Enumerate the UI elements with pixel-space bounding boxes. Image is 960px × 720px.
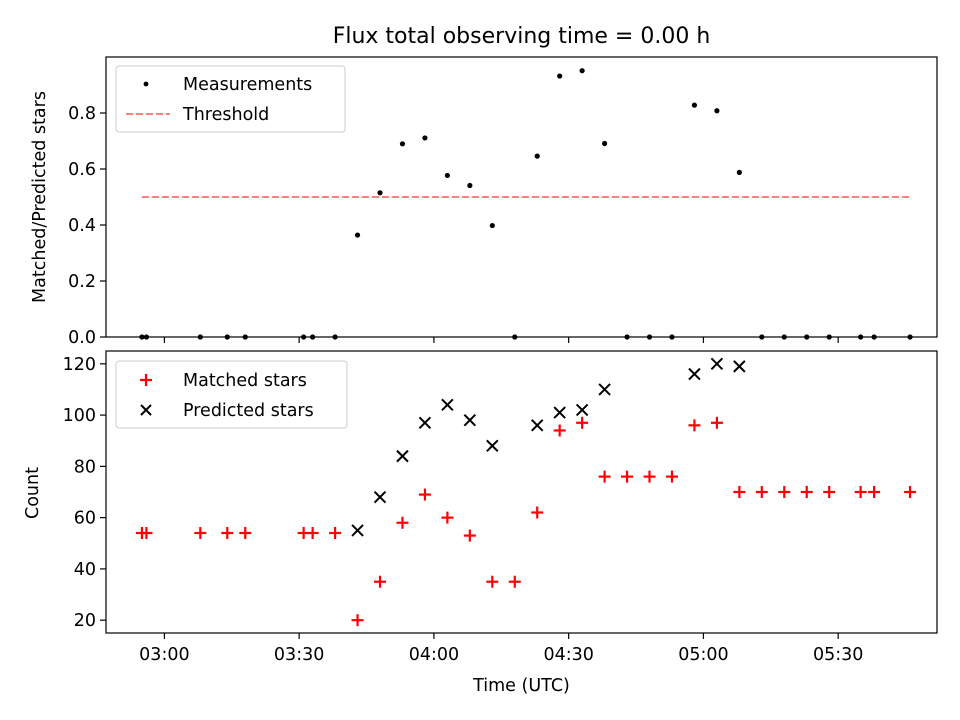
- measurement-point: [377, 190, 383, 196]
- predicted-stars-point: [575, 403, 589, 417]
- measurement-point: [354, 232, 361, 238]
- legend-measurements-marker: [143, 81, 149, 87]
- top-y-tick-label: 0.8: [68, 104, 96, 124]
- matched-stars-point: [904, 486, 917, 498]
- measurement-point: [489, 222, 495, 229]
- matched-stars-point: [374, 575, 387, 588]
- matched-stars-point: [823, 486, 836, 498]
- predicted-stars-point: [463, 414, 477, 427]
- matched-stars-point: [710, 416, 723, 429]
- bottom-y-tick-label: 60: [74, 509, 96, 529]
- matched-stars-point: [598, 470, 611, 483]
- legend-predicted-marker: [140, 404, 152, 416]
- measurement-point: [602, 140, 608, 147]
- bottom-y-tick-label: 20: [74, 611, 96, 631]
- matched-stars-point: [868, 486, 881, 498]
- bottom-x-tick-label: 03:30: [274, 645, 324, 665]
- measurement-point: [714, 108, 720, 114]
- top-legend: Measurements Threshold: [115, 65, 346, 133]
- measurement-point: [736, 169, 742, 175]
- matched-stars-point: [441, 511, 454, 524]
- predicted-stars-point: [373, 490, 387, 504]
- matched-stars-point: [531, 506, 544, 519]
- bottom-y-tick-label: 80: [74, 457, 96, 477]
- bottom-x-tick-label: 04:30: [543, 645, 593, 665]
- matched-stars-point: [463, 529, 476, 542]
- matched-stars-point: [778, 486, 791, 498]
- top-y-tick-label: 0.2: [68, 272, 96, 292]
- matched-stars-point: [665, 470, 678, 483]
- measurement-point: [691, 102, 698, 108]
- bottom-x-tick-label: 04:00: [409, 645, 459, 665]
- matched-stars-point: [553, 424, 566, 437]
- matched-stars-point: [194, 527, 207, 540]
- predicted-stars-point: [733, 360, 746, 373]
- matched-stars-point: [576, 416, 589, 429]
- matched-stars-point: [621, 470, 634, 483]
- bottom-panel: 20 40 60 80 100 120 03:00 03:30 04:00 04:30 05:00 0…: [23, 350, 938, 696]
- matched-stars-point: [688, 419, 701, 432]
- matched-stars-point: [418, 488, 431, 501]
- predicted-stars-point: [486, 439, 499, 453]
- measurement-point: [467, 182, 473, 189]
- predicted-stars-point: [553, 406, 566, 419]
- x-axis-label: Time (UTC): [472, 676, 570, 696]
- predicted-stars-point: [441, 398, 454, 412]
- top-y-tick-label: 0.4: [68, 216, 96, 236]
- legend-measurements-label: Measurements: [183, 75, 312, 95]
- matched-stars-point: [351, 614, 364, 627]
- legend-threshold-label: Threshold: [182, 105, 269, 125]
- bottom-x-tick-label: 03:00: [139, 645, 189, 665]
- measurement-point: [444, 172, 450, 179]
- matched-stars-point: [396, 516, 409, 529]
- bottom-y-tick-label: 100: [63, 406, 96, 426]
- predicted-stars-point: [688, 367, 701, 381]
- predicted-stars-point: [710, 357, 724, 371]
- matched-stars-point: [755, 486, 768, 498]
- measurement-point: [422, 135, 428, 141]
- matched-stars-point: [486, 575, 499, 588]
- legend-predicted-label: Predicted stars: [183, 401, 314, 421]
- predicted-stars-point: [351, 524, 364, 537]
- bottom-x-tick-label: 05:30: [813, 645, 863, 665]
- bottom-legend-box: [115, 360, 348, 429]
- top-legend-box: [115, 65, 346, 133]
- top-y-axis-label: Matched/Predicted stars: [30, 91, 50, 303]
- matched-stars-point: [643, 470, 656, 483]
- matched-stars-point: [733, 486, 746, 498]
- matched-stars-point: [239, 527, 252, 540]
- legend-matched-label: Matched stars: [183, 371, 307, 391]
- matched-stars-point: [854, 486, 867, 498]
- legend-matched-marker: [140, 374, 152, 386]
- measurement-point: [557, 73, 563, 79]
- matched-stars-point: [306, 527, 319, 540]
- predicted-stars-point: [418, 416, 432, 429]
- bottom-y-axis-label: Count: [23, 467, 43, 519]
- predicted-stars-point: [598, 383, 611, 396]
- bottom-axes-frame: [105, 350, 938, 634]
- top-axes-frame: [105, 56, 938, 338]
- chart-title: Flux total observing time = 0.00 h: [333, 24, 711, 49]
- top-y-tick-label: 0.6: [68, 160, 96, 180]
- matched-stars-point: [800, 486, 813, 498]
- measurement-point: [579, 68, 585, 74]
- predicted-stars-point: [396, 449, 409, 463]
- matched-stars-point: [221, 527, 234, 540]
- bottom-y-tick-label: 120: [63, 355, 96, 375]
- matched-stars-point: [508, 575, 521, 588]
- bottom-y-tick-label: 40: [74, 560, 96, 580]
- bottom-x-tick-label: 05:00: [678, 645, 728, 665]
- measurement-point: [534, 153, 540, 159]
- top-y-tick-label: 0.0: [68, 328, 96, 348]
- predicted-stars-point: [531, 419, 544, 432]
- top-panel: 0.00.20.40.60.8 Matched/Predicted stars …: [30, 56, 938, 348]
- matched-stars-point: [329, 527, 342, 540]
- bottom-legend: Matched stars Predicted stars: [115, 360, 348, 429]
- measurement-point: [399, 141, 406, 147]
- matched-stars-point: [140, 527, 153, 540]
